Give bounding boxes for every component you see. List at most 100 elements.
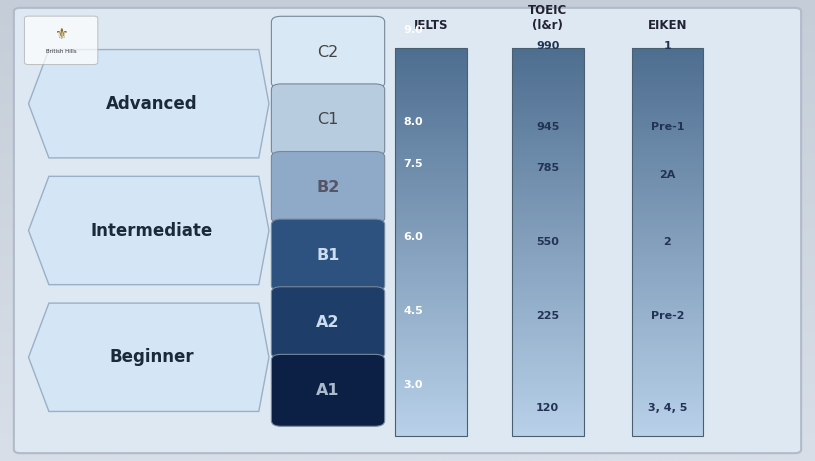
Bar bbox=[512, 332, 584, 336]
Bar bbox=[632, 148, 703, 152]
Bar bbox=[512, 403, 584, 407]
Bar bbox=[395, 332, 467, 336]
Bar bbox=[632, 413, 703, 416]
Text: 3, 4, 5: 3, 4, 5 bbox=[648, 403, 687, 413]
Bar bbox=[632, 129, 703, 132]
Bar bbox=[395, 187, 467, 190]
Bar bbox=[632, 136, 703, 139]
Bar bbox=[512, 326, 584, 329]
Bar bbox=[395, 106, 467, 110]
Bar bbox=[512, 168, 584, 171]
Bar bbox=[395, 223, 467, 226]
Bar bbox=[512, 113, 584, 116]
Bar bbox=[395, 219, 467, 223]
Bar bbox=[512, 416, 584, 420]
Bar bbox=[395, 48, 467, 52]
Bar bbox=[395, 84, 467, 87]
Bar bbox=[512, 261, 584, 265]
Bar bbox=[632, 94, 703, 97]
Bar bbox=[632, 61, 703, 65]
Bar bbox=[512, 323, 584, 326]
Bar bbox=[395, 261, 467, 265]
Bar bbox=[512, 148, 584, 152]
Bar bbox=[632, 245, 703, 248]
Text: 945: 945 bbox=[536, 122, 559, 132]
Bar bbox=[632, 303, 703, 307]
Bar bbox=[632, 271, 703, 274]
Bar bbox=[632, 345, 703, 349]
Bar bbox=[512, 281, 584, 284]
Bar bbox=[512, 84, 584, 87]
Bar bbox=[395, 278, 467, 281]
FancyBboxPatch shape bbox=[24, 16, 98, 65]
Bar bbox=[632, 123, 703, 126]
Bar bbox=[395, 100, 467, 103]
Bar bbox=[512, 100, 584, 103]
Bar bbox=[632, 274, 703, 278]
Bar bbox=[512, 207, 584, 210]
Bar bbox=[395, 210, 467, 213]
Bar bbox=[632, 287, 703, 290]
Bar bbox=[395, 126, 467, 129]
Bar bbox=[632, 281, 703, 284]
Bar bbox=[395, 368, 467, 371]
Bar bbox=[632, 323, 703, 326]
Bar bbox=[632, 397, 703, 400]
Bar bbox=[512, 181, 584, 184]
Bar bbox=[395, 90, 467, 94]
Bar bbox=[632, 255, 703, 258]
Bar bbox=[632, 219, 703, 223]
Bar bbox=[512, 336, 584, 339]
Bar bbox=[512, 213, 584, 216]
Bar bbox=[395, 413, 467, 416]
Bar bbox=[632, 278, 703, 281]
Bar bbox=[512, 313, 584, 316]
Bar bbox=[512, 255, 584, 258]
Bar bbox=[395, 297, 467, 300]
Bar bbox=[512, 187, 584, 190]
Bar bbox=[512, 123, 584, 126]
Bar bbox=[395, 113, 467, 116]
FancyBboxPatch shape bbox=[14, 8, 801, 453]
Bar bbox=[395, 400, 467, 403]
Text: A2: A2 bbox=[316, 315, 340, 330]
Bar bbox=[395, 349, 467, 352]
Bar bbox=[632, 200, 703, 203]
Bar bbox=[632, 229, 703, 232]
Bar bbox=[632, 265, 703, 268]
Bar bbox=[512, 423, 584, 426]
Bar bbox=[512, 245, 584, 248]
Bar bbox=[632, 161, 703, 165]
Bar bbox=[632, 374, 703, 378]
Bar bbox=[632, 184, 703, 187]
Text: Advanced: Advanced bbox=[106, 95, 197, 113]
Bar bbox=[395, 119, 467, 123]
Bar bbox=[632, 384, 703, 387]
Bar bbox=[395, 71, 467, 74]
Bar bbox=[632, 158, 703, 161]
FancyBboxPatch shape bbox=[271, 16, 385, 88]
Text: 2A: 2A bbox=[659, 170, 676, 180]
Bar bbox=[395, 310, 467, 313]
Text: 225: 225 bbox=[536, 311, 559, 321]
Bar bbox=[512, 52, 584, 55]
Text: B2: B2 bbox=[316, 180, 340, 195]
Bar bbox=[512, 368, 584, 371]
Bar bbox=[512, 378, 584, 381]
Bar bbox=[632, 394, 703, 397]
Bar bbox=[512, 371, 584, 374]
Bar bbox=[512, 361, 584, 365]
Bar bbox=[512, 342, 584, 345]
Bar bbox=[512, 236, 584, 239]
Bar bbox=[632, 326, 703, 329]
Bar bbox=[395, 342, 467, 345]
Bar bbox=[512, 310, 584, 313]
Bar bbox=[512, 349, 584, 352]
Bar bbox=[395, 365, 467, 368]
Bar bbox=[632, 339, 703, 342]
Bar bbox=[632, 145, 703, 148]
Bar bbox=[632, 113, 703, 116]
Bar bbox=[395, 381, 467, 384]
Bar bbox=[395, 255, 467, 258]
FancyBboxPatch shape bbox=[271, 355, 385, 426]
